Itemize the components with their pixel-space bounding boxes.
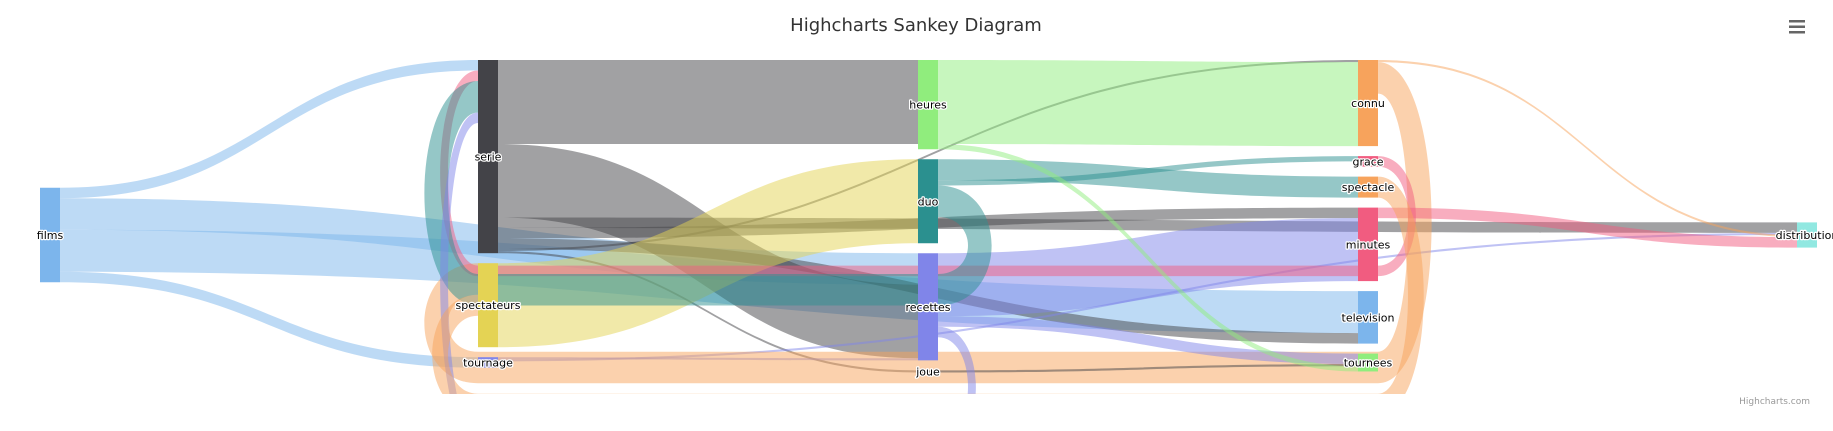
chart-title: Highcharts Sankey Diagram	[790, 15, 1042, 36]
node-grace[interactable]	[1358, 156, 1378, 167]
node-label-tournage: tournage	[463, 356, 513, 369]
node-heures[interactable]	[918, 60, 938, 150]
link-films-to-serie[interactable]	[60, 60, 478, 199]
node-label-connu: connu	[1351, 97, 1385, 110]
node-films[interactable]	[40, 187, 60, 283]
node-label-spectateurs: spectateurs	[456, 299, 521, 312]
node-serie[interactable]	[478, 60, 498, 254]
link-recettes-to-tournees[interactable]	[938, 316, 1358, 365]
node-label-films: films	[37, 229, 64, 242]
node-label-recettes: recettes	[906, 301, 951, 314]
link-serie-to-heures[interactable]	[498, 60, 918, 144]
node-label-heures: heures	[909, 99, 947, 112]
node-label-serie: serie	[475, 151, 502, 164]
node-distribution[interactable]	[1797, 222, 1817, 248]
link-duo-to-grace[interactable]	[938, 156, 1358, 186]
node-television[interactable]	[1358, 291, 1378, 344]
labels-layer: films serie spectateurs tournage heures duo re…	[36, 96, 1833, 380]
context-menu-button[interactable]	[1782, 14, 1810, 40]
node-label-distribution: distribution	[1776, 229, 1833, 242]
link-heures-to-tournees[interactable]	[938, 144, 1358, 372]
node-label-tournees: tournees	[1344, 357, 1393, 370]
link-serie-to-joue[interactable]	[498, 251, 918, 373]
node-label-grace: grace	[1352, 155, 1383, 168]
node-label-duo: duo	[918, 195, 939, 208]
node-label-joue: joue	[915, 365, 940, 378]
node-label-television: television	[1342, 311, 1395, 324]
node-joue[interactable]	[918, 370, 938, 373]
node-label-spectacle: spectacle	[1342, 181, 1395, 194]
node-spectateurs[interactable]	[478, 263, 498, 348]
link-joue-to-tournees[interactable]	[938, 364, 1358, 373]
node-tournees[interactable]	[1358, 353, 1378, 372]
hamburger-menu-icon[interactable]	[1789, 20, 1805, 34]
node-duo[interactable]	[918, 159, 938, 244]
chart-credit[interactable]: Highcharts.com	[1739, 397, 1810, 407]
link-films-to-tournage[interactable]	[60, 271, 478, 368]
node-minutes[interactable]	[1358, 207, 1378, 282]
link-heures-to-connu[interactable]	[938, 60, 1358, 147]
nodes-layer	[40, 60, 1817, 373]
link-minutes-to-distribution[interactable]	[1378, 207, 1797, 248]
node-connu[interactable]	[1358, 60, 1378, 147]
node-tournage[interactable]	[478, 357, 498, 368]
node-spectacle[interactable]	[1358, 176, 1378, 198]
node-recettes[interactable]	[918, 253, 938, 361]
node-label-minutes: minutes	[1346, 238, 1391, 251]
link-connu-to-distribution[interactable]	[1378, 60, 1797, 238]
link-serie-to-connu[interactable]	[498, 60, 1358, 252]
